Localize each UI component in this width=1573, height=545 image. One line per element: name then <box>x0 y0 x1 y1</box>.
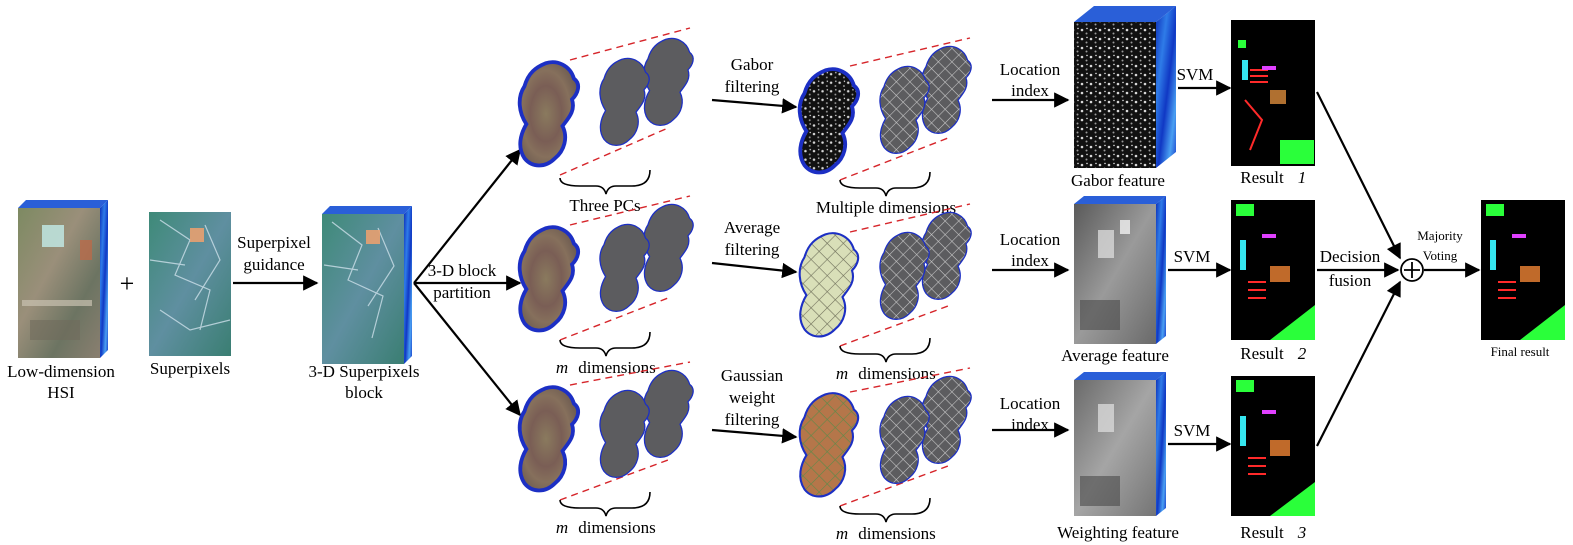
low-dimension-hsi-label-line2: HSI <box>47 383 75 402</box>
m-dimensions-middle-label: dimensions <box>578 358 655 377</box>
result-2-number: 2 <box>1298 344 1307 363</box>
svm-label-bottom: SVM <box>1174 421 1211 440</box>
svm-label-middle: SVM <box>1174 247 1211 266</box>
final-result-map <box>1481 200 1565 340</box>
three-pcs-label: Three PCs <box>569 196 640 215</box>
average-feature-label: Average feature <box>1061 346 1169 365</box>
superpixels-3d-block-label-line2: block <box>345 383 383 402</box>
average-filtering-label-line1: Average <box>724 218 780 237</box>
decision-fusion-label-line2: fusion <box>1329 271 1372 290</box>
majority-voting-label-line2: Voting <box>1423 248 1458 263</box>
superpixels-map <box>149 212 231 356</box>
gaussian-filtering-label-line1: Gaussian <box>721 366 784 385</box>
low-dimension-hsi-label-line1: Low-dimension <box>7 362 115 381</box>
gaussian-filtering-arrow <box>711 428 798 444</box>
svm-label-top: SVM <box>1177 65 1214 84</box>
result-3-label: Result <box>1240 523 1284 542</box>
location-index-bottom-line2: index <box>1011 415 1049 434</box>
oplus-symbol <box>1400 258 1424 282</box>
superpixel-guidance-label-line1: Superpixel <box>237 233 311 252</box>
gabor-feature-label: Gabor feature <box>1071 171 1165 190</box>
weighting-feature-label: Weighting feature <box>1057 523 1179 542</box>
result-3-number: 3 <box>1297 523 1307 542</box>
average-filtered-stack <box>798 203 972 363</box>
result-2-map <box>1231 200 1315 340</box>
m-dimensions-middle-m: m <box>556 358 568 377</box>
location-index-top-line1: Location <box>1000 60 1061 79</box>
average-filtering-arrow <box>711 261 798 279</box>
multiple-dimensions-label: Multiple dimensions <box>816 198 956 217</box>
partition-arrow-top <box>413 148 521 284</box>
gabor-filtered-stack <box>797 37 972 197</box>
plus-sign: + <box>120 269 135 298</box>
superpixels-3d-block <box>322 206 412 364</box>
gabor-filtering-label-line2: filtering <box>725 77 780 96</box>
average-filtering-label-line2: filtering <box>725 240 780 259</box>
fusion-arrow-top <box>1316 91 1401 260</box>
result-1-map <box>1231 20 1315 166</box>
majority-voting-label-line1: Majority <box>1417 228 1463 243</box>
location-index-middle-line1: Location <box>1000 230 1061 249</box>
partition-label-line1: 3-D block <box>428 261 497 280</box>
superpixels-3d-block-label-line1: 3-D Superpixels <box>309 362 420 381</box>
result-2-label: Result <box>1240 344 1284 363</box>
average-source-stack <box>517 195 694 357</box>
final-result-label: Final result <box>1491 344 1550 359</box>
location-index-top-line2: index <box>1011 81 1049 100</box>
average-feature-cube <box>1074 196 1166 344</box>
result-3-map <box>1231 376 1315 516</box>
location-index-middle-line2: index <box>1011 251 1049 270</box>
fusion-arrow-bottom <box>1316 280 1401 447</box>
gaussian-source-stack <box>517 361 694 517</box>
m-dimensions-filtered-bottom-m: m <box>836 524 848 543</box>
m-dimensions-bottom-m: m <box>556 518 568 537</box>
weighting-feature-cube <box>1074 372 1166 516</box>
m-dimensions-filtered-middle-m: m <box>836 364 848 383</box>
partition-label-line2: partition <box>433 283 491 302</box>
decision-fusion-label-line1: Decision <box>1320 247 1381 266</box>
three-pcs-brace <box>559 169 651 195</box>
gaussian-filtering-label-line2: weight <box>729 388 776 407</box>
superpixel-guidance-label-line2: guidance <box>243 255 304 274</box>
location-index-bottom-line1: Location <box>1000 394 1061 413</box>
m-dimensions-filtered-bottom-label: dimensions <box>858 524 935 543</box>
gaussian-filtered-stack <box>798 367 972 523</box>
gabor-filtering-label-line1: Gabor <box>731 55 774 74</box>
m-dimensions-filtered-middle-label: dimensions <box>858 364 935 383</box>
superpixels-label: Superpixels <box>150 359 230 378</box>
m-dimensions-bottom-label: dimensions <box>578 518 655 537</box>
gabor-filtering-arrow <box>711 98 798 114</box>
three-pcs-stack <box>517 27 694 195</box>
partition-arrow-bottom <box>413 282 521 417</box>
result-1-label: Result <box>1240 168 1284 187</box>
result-1-number: 1 <box>1298 168 1307 187</box>
low-dimension-hsi-cube <box>18 200 108 358</box>
gaussian-filtering-label-line3: filtering <box>725 410 780 429</box>
gabor-feature-cube <box>1074 6 1176 168</box>
